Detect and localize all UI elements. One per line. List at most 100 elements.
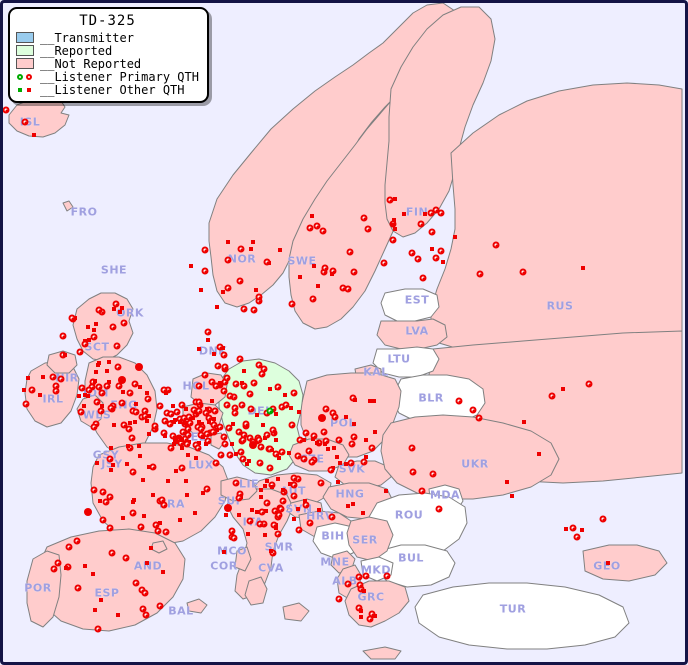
legend-row-listener-primary-qth: __Listener Primary QTH (16, 70, 199, 83)
listener-primary-qth-marker (103, 382, 111, 390)
listener-primary-qth-marker (132, 408, 140, 416)
listener-other-qth-marker (147, 414, 152, 419)
listener-other-qth-marker (452, 235, 457, 240)
listener-other-qth-marker (362, 589, 367, 594)
country-label-irl: IRL (42, 392, 64, 406)
listener-primary-qth-marker (257, 443, 265, 451)
listener-other-qth-marker (173, 438, 178, 443)
listener-primary-qth-marker (266, 464, 274, 472)
listener-primary-qth-marker (364, 225, 372, 233)
listener-other-qth-marker (145, 419, 150, 424)
listener-primary-qth-marker (154, 527, 162, 535)
listener-primary-qth-marker (322, 405, 330, 413)
listener-primary-qth-marker (161, 417, 169, 425)
listener-other-qth-marker (212, 351, 217, 356)
listener-primary-qth-marker (129, 509, 137, 517)
listener-primary-qth-marker (131, 380, 139, 388)
legend-box: TD-325 __Transmitter __Reported __Not Repo… (8, 7, 209, 103)
listener-other-qth-marker (215, 428, 220, 433)
listener-primary-qth-marker (294, 452, 302, 460)
listener-other-qth-marker (237, 513, 242, 518)
listener-other-qth-marker (581, 266, 586, 271)
listener-other-qth-marker (98, 598, 103, 603)
listener-other-qth-marker (104, 368, 109, 373)
country-label-hrv: HRV (306, 509, 334, 523)
listener-other-qth-marker (121, 515, 126, 520)
country-label-hol: HOL (182, 380, 209, 393)
listener-primary-qth-marker (428, 228, 436, 236)
listener-primary-qth-marker (235, 428, 243, 436)
listener-primary-qth-marker (263, 499, 271, 507)
listener-other-qth-marker (150, 492, 155, 497)
listener-primary-qth-marker (224, 256, 232, 264)
listener-other-qth-marker (276, 477, 281, 481)
listener-primary-qth-marker (129, 468, 137, 476)
listener-other-qth-marker (217, 381, 222, 386)
listener-primary-qth-marker (328, 513, 336, 521)
listener-primary-qth-marker (346, 248, 354, 256)
listener-other-qth-marker (251, 240, 256, 245)
listener-cluster-marker (135, 363, 143, 371)
listener-other-qth-marker (297, 410, 302, 415)
listener-primary-qth-marker (169, 432, 177, 440)
listener-primary-qth-marker (296, 436, 304, 444)
listener-primary-qth-marker (569, 524, 577, 532)
listener-primary-qth-marker (74, 584, 82, 592)
listener-primary-qth-marker (246, 390, 254, 398)
listener-other-qth-marker (311, 264, 316, 269)
listener-primary-qth-marker (149, 463, 156, 471)
legend-marker-red-icon (27, 87, 31, 92)
region-CRETE (362, 646, 402, 660)
listener-primary-qth-marker (106, 493, 114, 501)
region-FRA (90, 442, 230, 546)
listener-other-qth-marker (401, 212, 406, 217)
listener-other-qth-marker (250, 507, 255, 512)
listener-primary-qth-marker (167, 444, 175, 452)
listener-primary-qth-marker (263, 431, 271, 439)
listener-primary-qth-marker (195, 398, 203, 406)
listener-primary-qth-marker (339, 284, 347, 292)
listener-primary-qth-marker (97, 407, 105, 415)
country-label-ork: ORK (116, 306, 144, 320)
listener-other-qth-marker (112, 307, 117, 312)
country-label-nor: NOR (227, 252, 257, 266)
listener-other-qth-marker (234, 451, 239, 456)
listener-primary-qth-marker (194, 444, 202, 452)
listener-other-qth-marker (263, 509, 268, 514)
listener-primary-qth-marker (141, 407, 149, 415)
listener-primary-qth-marker (435, 505, 443, 513)
listener-primary-qth-marker (216, 423, 224, 431)
listener-other-qth-marker (351, 422, 356, 427)
region-NIR (46, 350, 78, 374)
listener-other-qth-marker (96, 362, 101, 367)
listener-other-qth-marker (125, 462, 130, 467)
listener-primary-qth-marker (220, 387, 228, 395)
listener-other-qth-marker (133, 401, 138, 406)
listener-other-qth-marker (338, 461, 343, 466)
listener-other-qth-marker (193, 511, 198, 516)
listener-primary-qth-marker (221, 363, 229, 371)
listener-other-qth-marker (274, 411, 279, 416)
listener-primary-qth-marker (178, 401, 186, 409)
region-LVA (376, 318, 448, 350)
listener-primary-qth-marker (217, 451, 225, 459)
listener-other-qth-marker (191, 415, 196, 420)
listener-primary-qth-marker (270, 521, 278, 529)
legend-row-reported: __Reported (16, 44, 199, 57)
legend-marker-green-icon (17, 73, 23, 80)
map-canvas[interactable]: ISLFROSHEORKSCTNIRIRLIOMENGWLSGSYJSYHOLD… (3, 3, 685, 662)
listener-primary-qth-marker (585, 380, 593, 388)
country-label-rou: ROU (394, 508, 424, 522)
listener-other-qth-marker (86, 337, 91, 342)
legend-label-listener-other-qth: __Listener Other QTH (40, 82, 185, 97)
listener-other-qth-marker (361, 510, 366, 515)
legend-marker-red-icon (26, 73, 32, 80)
listener-primary-qth-marker (239, 455, 247, 462)
region-SAR (244, 576, 268, 606)
listener-primary-qth-marker (302, 501, 310, 509)
listener-cluster-marker (249, 441, 257, 449)
listener-primary-qth-marker (195, 382, 203, 390)
listener-primary-qth-marker (250, 306, 258, 314)
listener-primary-qth-marker (65, 543, 73, 551)
